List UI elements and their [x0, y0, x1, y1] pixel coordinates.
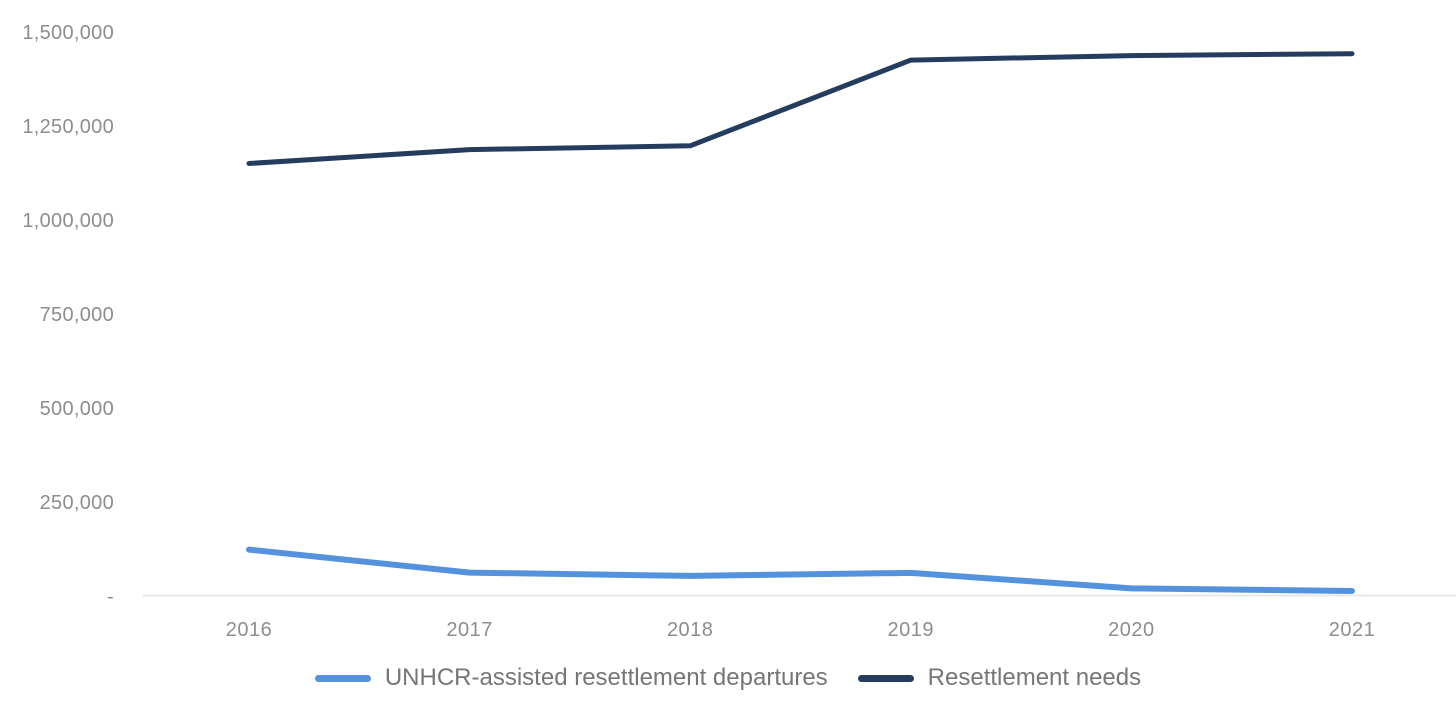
- x-tick-label-2016: 2016: [225, 619, 273, 641]
- legend-item-departures: UNHCR-assisted resettlement departures: [314, 663, 828, 693]
- x-tick-label-2017: 2017: [446, 619, 493, 641]
- legend-swatch-icon: [314, 674, 371, 682]
- legend: UNHCR-assisted resettlement departures Re…: [0, 663, 1456, 693]
- y-tick-label-0: -: [107, 586, 114, 608]
- y-tick-label-1500000: 1,500,000: [22, 22, 114, 44]
- x-tick-label-2020: 2020: [1108, 619, 1155, 641]
- legend-label: Resettlement needs: [927, 664, 1142, 691]
- legend-label: UNHCR-assisted resettlement departures: [384, 664, 828, 691]
- series-line-needs: [246, 51, 1355, 166]
- y-tick-label-750000: 750,000: [39, 304, 114, 326]
- x-tick-label-2018: 2018: [666, 619, 714, 641]
- legend-item-needs: Resettlement needs: [857, 663, 1142, 693]
- legend-swatch-icon: [857, 674, 914, 682]
- y-tick-label-1000000: 1,000,000: [22, 210, 114, 232]
- series-line-departures: [246, 546, 1355, 594]
- x-tick-label-2021: 2021: [1328, 619, 1376, 641]
- y-tick-label-500000: 500,000: [39, 398, 114, 420]
- y-tick-label-1250000: 1,250,000: [22, 116, 114, 138]
- x-tick-label-2019: 2019: [887, 619, 935, 641]
- y-tick-label-250000: 250,000: [39, 492, 114, 514]
